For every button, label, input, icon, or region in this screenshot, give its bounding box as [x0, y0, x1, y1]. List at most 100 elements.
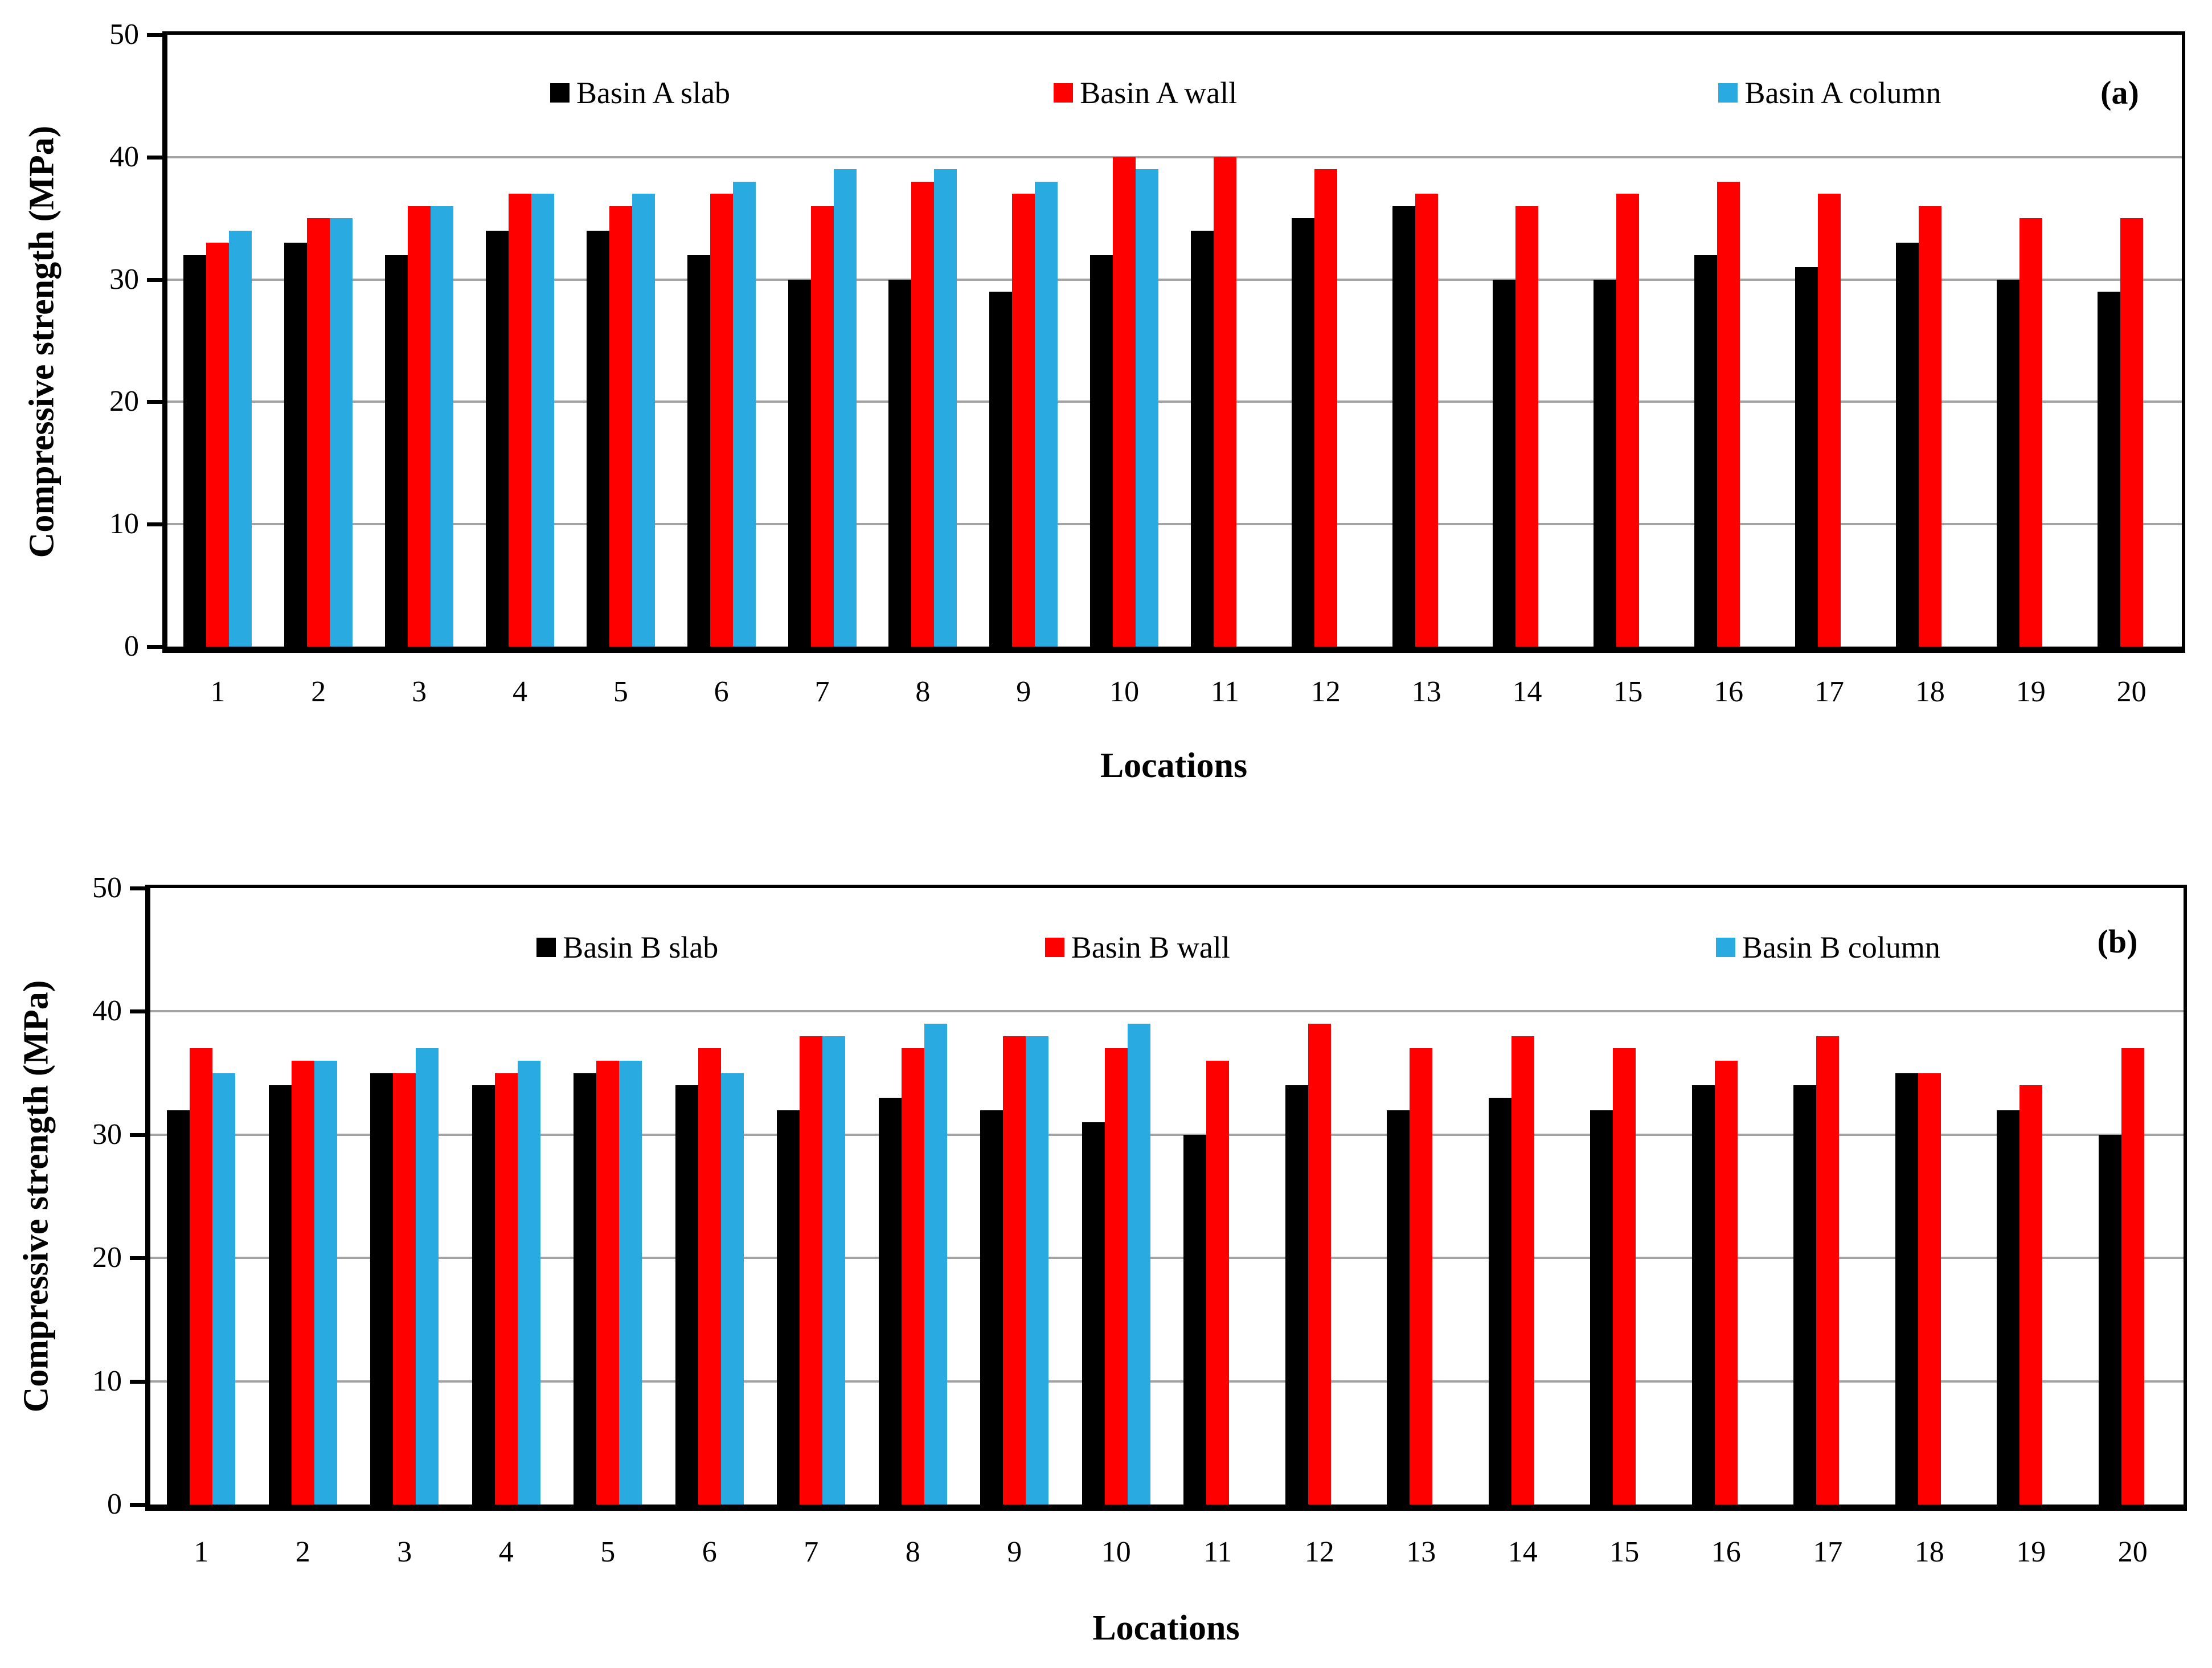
bar-basin-b-slab-loc-11 — [1183, 1134, 1207, 1505]
bar-basin-a-column-loc-9 — [1035, 181, 1058, 647]
y-tick-label-0: 0 — [124, 630, 139, 663]
bar-basin-b-slab-loc-16 — [1691, 1085, 1715, 1505]
bar-basin-b-wall-loc-7 — [800, 1036, 823, 1505]
bar-basin-a-slab-loc-19 — [1996, 279, 2020, 647]
bar-basin-a-slab-loc-4 — [485, 230, 509, 647]
bar-basin-b-slab-loc-3 — [370, 1073, 394, 1505]
bar-basin-a-column-loc-6 — [732, 181, 756, 647]
x-tick-label-18: 18 — [1915, 676, 1945, 708]
y-tick-mark-0 — [147, 645, 162, 649]
legend-item-basin-a-slab: Basin A slab — [550, 75, 730, 111]
bar-basin-a-slab-loc-17 — [1795, 267, 1818, 647]
bar-basin-a-slab-loc-13 — [1392, 206, 1415, 647]
legend-item-basin-b-wall: Basin B wall — [1044, 929, 1230, 966]
bar-basin-a-slab-loc-6 — [687, 255, 710, 647]
x-tick-label-12: 12 — [1310, 676, 1341, 708]
y-axis-title-a: Compressive strength (MPa) — [22, 125, 62, 558]
legend-swatch-icon — [1715, 938, 1735, 957]
bar-basin-b-slab-loc-14 — [1488, 1097, 1511, 1505]
bar-basin-a-wall-loc-19 — [2019, 218, 2042, 647]
legend-swatch-icon — [1044, 938, 1064, 957]
y-tick-mark-30 — [130, 1133, 145, 1137]
bar-basin-b-wall-loc-19 — [2020, 1085, 2043, 1505]
bar-basin-a-wall-loc-5 — [609, 206, 632, 647]
x-tick-label-14: 14 — [1512, 676, 1542, 708]
bar-basin-b-wall-loc-12 — [1308, 1024, 1331, 1505]
bar-basin-b-slab-loc-7 — [777, 1110, 800, 1505]
x-tick-label-5: 5 — [613, 676, 628, 708]
y-axis-title-b: Compressive strength (MPa) — [17, 980, 56, 1413]
x-tick-label-17: 17 — [1814, 676, 1845, 708]
x-tick-label-4: 4 — [512, 676, 527, 708]
bar-basin-a-wall-loc-15 — [1616, 194, 1640, 647]
bar-basin-b-slab-loc-13 — [1387, 1110, 1410, 1505]
bar-basin-b-slab-loc-12 — [1285, 1085, 1308, 1505]
bar-basin-a-slab-loc-2 — [284, 243, 308, 647]
bar-basin-b-wall-loc-15 — [1613, 1048, 1636, 1505]
legend-item-basin-a-column: Basin A column — [1718, 75, 1941, 111]
y-tick-label-50: 50 — [109, 18, 139, 51]
gridline-30 — [167, 278, 2182, 281]
x-tick-label-13: 13 — [1406, 1536, 1436, 1568]
y-tick-mark-50 — [130, 886, 145, 890]
y-tick-label-10: 10 — [109, 508, 139, 541]
x-tick-label-18: 18 — [1914, 1536, 1944, 1568]
bar-basin-a-wall-loc-8 — [911, 181, 935, 647]
bar-basin-b-column-loc-5 — [619, 1060, 642, 1505]
bar-basin-a-wall-loc-9 — [1012, 194, 1035, 647]
x-tick-label-16: 16 — [1711, 1536, 1741, 1568]
bar-basin-a-column-loc-5 — [632, 194, 655, 647]
bar-basin-b-slab-loc-17 — [1793, 1085, 1817, 1505]
bar-basin-b-wall-loc-5 — [596, 1060, 620, 1505]
bar-basin-a-slab-loc-5 — [586, 230, 609, 647]
x-tick-label-10: 10 — [1109, 676, 1140, 708]
bar-basin-b-wall-loc-14 — [1511, 1036, 1534, 1505]
x-tick-label-1: 1 — [194, 1536, 209, 1568]
legend-item-basin-b-column: Basin B column — [1715, 929, 1940, 966]
legend-swatch-icon — [1054, 83, 1074, 103]
y-tick-label-20: 20 — [92, 1241, 122, 1274]
y-tick-mark-20 — [130, 1256, 145, 1261]
gridline-10 — [150, 1380, 2184, 1383]
bar-basin-a-column-loc-10 — [1136, 169, 1159, 647]
y-tick-mark-40 — [147, 155, 162, 160]
bar-basin-a-wall-loc-1 — [206, 243, 230, 647]
x-axis-title-a: Locations — [1100, 746, 1248, 785]
y-tick-mark-30 — [147, 277, 162, 282]
bar-basin-a-slab-loc-15 — [1594, 279, 1617, 647]
gridline-20 — [167, 400, 2182, 403]
legend-swatch-icon — [536, 938, 556, 957]
bar-basin-b-column-loc-2 — [314, 1060, 337, 1505]
legend-label: Basin A slab — [576, 76, 731, 110]
bar-basin-a-slab-loc-1 — [183, 255, 207, 647]
bar-basin-a-wall-loc-11 — [1213, 157, 1236, 647]
x-tick-label-11: 11 — [1203, 1536, 1232, 1568]
x-tick-label-15: 15 — [1613, 676, 1643, 708]
panel-label-b: (b) — [2097, 923, 2138, 960]
bar-basin-b-slab-loc-15 — [1590, 1110, 1613, 1505]
y-tick-label-30: 30 — [109, 263, 139, 296]
x-tick-label-3: 3 — [397, 1536, 412, 1568]
x-tick-label-17: 17 — [1813, 1536, 1843, 1568]
bar-basin-a-column-loc-7 — [833, 169, 857, 647]
bar-basin-b-wall-loc-13 — [1410, 1048, 1433, 1505]
x-tick-label-5: 5 — [600, 1536, 616, 1568]
bar-basin-b-slab-loc-8 — [878, 1097, 902, 1505]
y-tick-mark-50 — [147, 33, 162, 37]
x-tick-label-7: 7 — [804, 1536, 819, 1568]
legend-label: Basin A column — [1744, 76, 1941, 110]
bar-basin-a-slab-loc-7 — [788, 279, 811, 647]
y-tick-label-40: 40 — [92, 995, 122, 1028]
bar-basin-a-slab-loc-14 — [1493, 279, 1516, 647]
bar-basin-b-slab-loc-6 — [675, 1085, 698, 1505]
legend-label: Basin B slab — [563, 930, 719, 964]
bar-basin-a-wall-loc-14 — [1515, 206, 1539, 647]
legend-swatch-icon — [1718, 83, 1738, 103]
x-tick-label-15: 15 — [1609, 1536, 1640, 1568]
bar-basin-b-column-loc-6 — [720, 1073, 744, 1505]
bar-basin-b-slab-loc-2 — [268, 1085, 292, 1505]
bar-basin-b-wall-loc-6 — [698, 1048, 721, 1505]
bar-basin-a-column-loc-1 — [229, 230, 252, 647]
bar-basin-b-wall-loc-18 — [1918, 1073, 1941, 1505]
